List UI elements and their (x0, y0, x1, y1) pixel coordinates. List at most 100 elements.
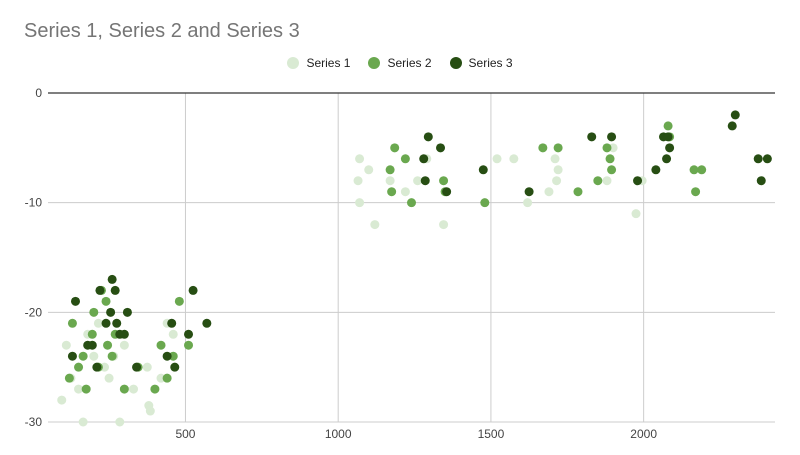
data-point-series-3 (119, 329, 129, 339)
x-tick-label: 1000 (325, 427, 352, 441)
data-point-series-3 (665, 143, 675, 153)
data-point-series-2 (101, 296, 111, 306)
data-point-series-1 (355, 198, 365, 208)
data-point-series-2 (480, 198, 490, 208)
data-point-series-3 (423, 132, 433, 142)
data-point-series-3 (651, 165, 661, 175)
data-point-series-2 (81, 384, 91, 394)
data-point-series-2 (400, 154, 410, 164)
data-point-series-3 (122, 307, 132, 317)
data-point-series-2 (89, 307, 99, 317)
data-point-series-3 (87, 340, 97, 350)
data-point-series-1 (168, 329, 178, 339)
data-point-series-3 (110, 285, 120, 295)
data-point-series-3 (633, 176, 643, 186)
data-point-series-2 (150, 384, 160, 394)
data-point-series-1 (631, 209, 641, 219)
data-point-series-1 (129, 384, 139, 394)
data-point-series-3 (167, 318, 177, 328)
grid-lines (48, 93, 775, 423)
y-tick-label: -10 (25, 196, 43, 210)
data-point-series-2 (64, 373, 74, 383)
data-point-series-1 (142, 362, 152, 372)
data-point-series-2 (697, 165, 707, 175)
data-point-series-1 (364, 165, 374, 175)
data-point-series-1 (115, 417, 125, 427)
legend-item-series-1[interactable]: Series 1 (287, 56, 350, 70)
data-point-series-1 (145, 406, 155, 416)
data-point-series-3 (753, 154, 763, 164)
x-tick-label: 1500 (478, 427, 505, 441)
data-point-series-1 (523, 198, 533, 208)
data-point-series-1 (550, 154, 560, 164)
legend-label-series-3: Series 3 (468, 56, 513, 70)
data-point-series-2 (689, 165, 699, 175)
data-point-series-3 (170, 362, 180, 372)
legend-label-series-2: Series 2 (387, 56, 432, 70)
data-point-series-3 (730, 110, 740, 120)
data-point-series-1 (93, 318, 103, 328)
data-point-series-1 (400, 187, 410, 197)
data-point-series-2 (385, 165, 395, 175)
data-point-series-1 (413, 176, 423, 186)
data-point-series-3 (524, 187, 534, 197)
data-point-series-3 (95, 285, 105, 295)
data-point-series-1 (61, 340, 71, 350)
data-point-series-3 (162, 351, 172, 361)
data-point-series-2 (107, 351, 117, 361)
data-point-series-2 (78, 351, 88, 361)
chart-legend: Series 1 Series 2 Series 3 (0, 56, 800, 70)
data-point-series-3 (202, 318, 212, 328)
legend-swatch-series-3 (449, 57, 462, 69)
data-point-series-2 (74, 362, 84, 372)
data-point-series-1 (553, 165, 563, 175)
data-point-series-3 (607, 132, 617, 142)
data-point-series-2 (119, 384, 129, 394)
data-point-series-3 (132, 362, 142, 372)
data-point-series-3 (436, 143, 446, 153)
data-point-series-3 (762, 154, 772, 164)
data-point-series-2 (691, 187, 701, 197)
data-point-series-3 (67, 351, 77, 361)
data-point-series-1 (119, 340, 129, 350)
data-point-series-1 (370, 220, 380, 230)
data-point-series-3 (184, 329, 194, 339)
data-point-series-3 (188, 285, 198, 295)
chart-title: Series 1, Series 2 and Series 3 (24, 20, 300, 42)
data-point-series-3 (756, 176, 766, 186)
data-point-series-2 (162, 373, 172, 383)
data-point-series-3 (663, 132, 673, 142)
data-point-series-3 (442, 187, 452, 197)
data-points (57, 110, 772, 427)
data-point-series-1 (492, 154, 502, 164)
data-point-series-3 (106, 307, 116, 317)
data-point-series-1 (439, 220, 449, 230)
data-point-series-3 (70, 296, 80, 306)
data-point-series-1 (602, 176, 612, 186)
tick-labels: 500 1000 1500 2000 0 -10 -20 -30 (25, 86, 658, 441)
data-point-series-2 (593, 176, 603, 186)
data-point-series-3 (101, 318, 111, 328)
data-point-series-1 (78, 417, 88, 427)
data-point-series-1 (385, 176, 395, 186)
data-point-series-3 (727, 121, 737, 131)
data-point-series-3 (92, 362, 102, 372)
data-point-series-1 (89, 351, 99, 361)
x-tick-label: 2000 (630, 427, 657, 441)
data-point-series-1 (104, 373, 114, 383)
data-point-series-2 (387, 187, 397, 197)
legend-swatch-series-2 (368, 57, 381, 69)
data-point-series-2 (407, 198, 416, 208)
data-point-series-3 (107, 274, 117, 284)
data-point-series-3 (587, 132, 597, 142)
legend-item-series-3[interactable]: Series 3 (449, 56, 513, 70)
data-point-series-3 (419, 154, 429, 164)
data-point-series-2 (184, 340, 194, 350)
legend-swatch-series-1 (287, 57, 300, 69)
y-tick-label: -30 (25, 415, 43, 429)
data-point-series-3 (112, 318, 122, 328)
data-point-series-3 (662, 154, 672, 164)
data-point-series-1 (353, 176, 363, 186)
legend-item-series-2[interactable]: Series 2 (368, 56, 432, 70)
